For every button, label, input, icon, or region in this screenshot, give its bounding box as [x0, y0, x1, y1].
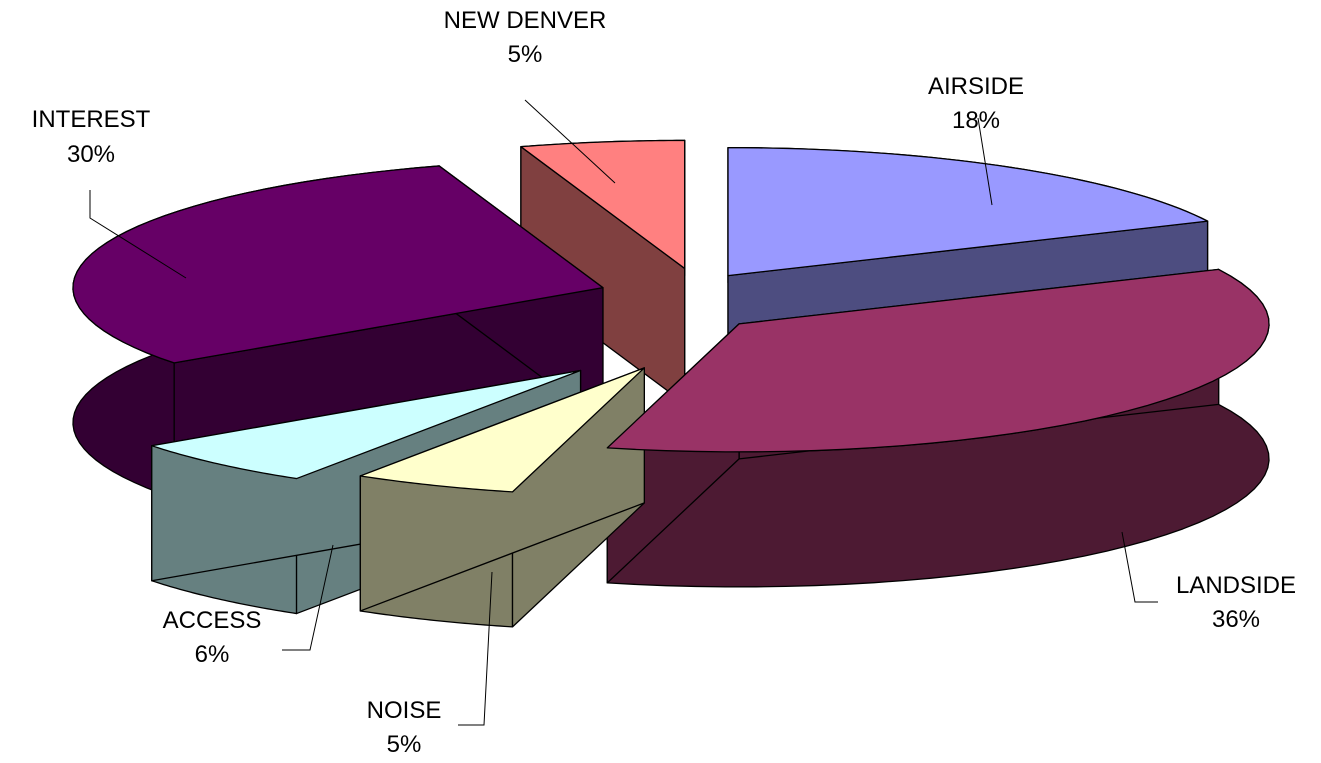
- leader-line-new-denver: [524, 99, 616, 184]
- percent-label-airside: 18%: [952, 107, 1000, 134]
- category-label-noise: NOISE: [367, 697, 442, 724]
- category-label-new-denver: NEW DENVER: [444, 7, 607, 34]
- slice-noise: [359, 367, 645, 493]
- slice-airside: [727, 146, 1209, 277]
- leader-line-access: [282, 544, 334, 651]
- percent-label-new-denver: 5%: [508, 41, 543, 68]
- percent-label-interest: 30%: [67, 141, 115, 168]
- leader-lines: [89, 99, 1158, 726]
- leader-line-noise: [458, 571, 493, 726]
- slice-new-denver: [520, 139, 686, 270]
- percent-label-access: 6%: [195, 641, 230, 668]
- percent-label-noise: 5%: [387, 731, 422, 758]
- category-label-interest: INTEREST: [32, 106, 151, 133]
- category-label-airside: AIRSIDE: [928, 73, 1024, 100]
- slice-landside: [606, 268, 1270, 453]
- slice-interest: [72, 165, 604, 364]
- data-labels: AIRSIDE 18% LANDSIDE 36% NOISE 5% ACCESS 6% INTE…: [32, 7, 1296, 758]
- leader-line-interest: [89, 190, 187, 279]
- leader-line-landside: [1121, 531, 1158, 603]
- pie-tops: [72, 139, 1270, 493]
- category-label-access: ACCESS: [163, 607, 262, 634]
- category-label-landside: LANDSIDE: [1176, 572, 1296, 599]
- leader-line-airside: [977, 117, 993, 206]
- slice-access: [151, 369, 582, 480]
- percent-label-landside: 36%: [1212, 606, 1260, 633]
